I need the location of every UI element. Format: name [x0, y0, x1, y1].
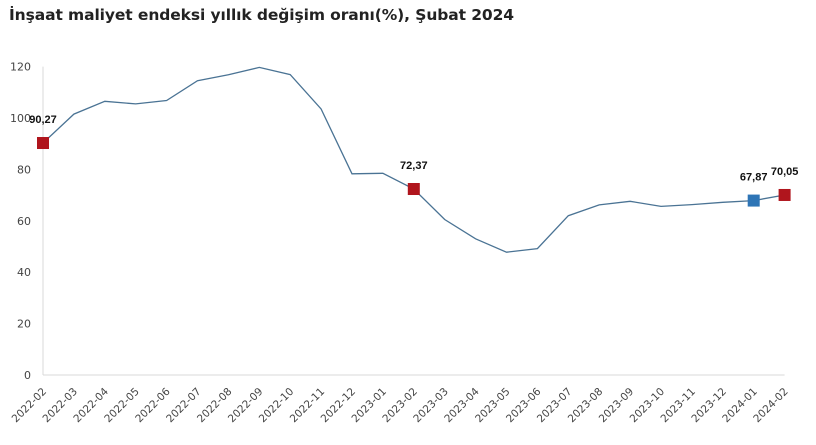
data-label: 90,27: [29, 114, 57, 126]
y-tick-label: 60: [17, 215, 31, 228]
data-label: 72,37: [400, 160, 428, 172]
data-point-marker: [778, 188, 791, 201]
y-axis: 0 20 40 60 80 100 120: [10, 61, 44, 382]
y-tick-label: 120: [10, 61, 31, 74]
data-label: 70,05: [771, 166, 799, 178]
y-tick-label: 80: [17, 163, 31, 176]
chart-title: İnşaat maliyet endeksi yıllık değişim or…: [9, 6, 514, 24]
y-tick-label: 20: [17, 318, 31, 331]
y-tick-label: 100: [10, 112, 31, 125]
data-label: 67,87: [740, 172, 768, 184]
x-axis: 2022-022022-032022-042022-052022-062022-…: [10, 374, 791, 425]
data-point-marker: [747, 194, 760, 207]
data-point-marker: [407, 183, 420, 196]
y-tick-label: 0: [24, 369, 31, 382]
data-point-marker: [37, 137, 49, 150]
plot-area: 90,27 72,37 67,87 70,05: [29, 66, 799, 253]
y-tick-label: 40: [17, 266, 31, 279]
